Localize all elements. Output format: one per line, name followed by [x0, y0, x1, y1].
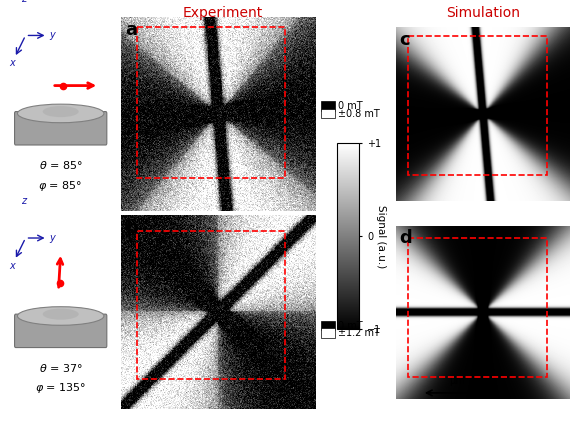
Text: $\varphi$ = 135°: $\varphi$ = 135°: [35, 381, 87, 395]
Text: d: d: [399, 229, 412, 247]
FancyBboxPatch shape: [14, 111, 107, 145]
Text: y: y: [50, 30, 55, 41]
Text: z: z: [21, 0, 26, 4]
Text: Experiment: Experiment: [183, 6, 262, 20]
Text: x: x: [9, 58, 15, 68]
Text: Simulation: Simulation: [446, 6, 520, 20]
Text: x: x: [9, 261, 15, 271]
Text: a: a: [125, 21, 137, 39]
Text: b: b: [125, 219, 138, 237]
Text: ±1.2 mT: ±1.2 mT: [338, 328, 380, 338]
Text: $\theta$ = 37°: $\theta$ = 37°: [39, 362, 83, 374]
Ellipse shape: [43, 106, 79, 117]
Ellipse shape: [17, 104, 104, 123]
Bar: [408, 238, 547, 377]
Ellipse shape: [17, 307, 104, 325]
Text: $\theta$ = 85°: $\theta$ = 85°: [39, 160, 83, 171]
Bar: [408, 36, 547, 175]
Y-axis label: Signal (a.u.): Signal (a.u.): [376, 205, 386, 268]
Text: $\varphi$ = 85°: $\varphi$ = 85°: [39, 179, 83, 193]
Ellipse shape: [43, 308, 79, 320]
Bar: [137, 27, 284, 179]
Text: ±0.8 mT: ±0.8 mT: [338, 108, 380, 119]
FancyBboxPatch shape: [14, 314, 107, 348]
Bar: [137, 231, 284, 379]
Text: 0 mT: 0 mT: [338, 101, 363, 111]
Text: μm: μm: [449, 376, 465, 386]
Text: y: y: [50, 233, 55, 243]
Text: 0 mT: 0 mT: [338, 321, 363, 330]
Text: z: z: [21, 197, 26, 206]
Text: c: c: [399, 31, 410, 49]
